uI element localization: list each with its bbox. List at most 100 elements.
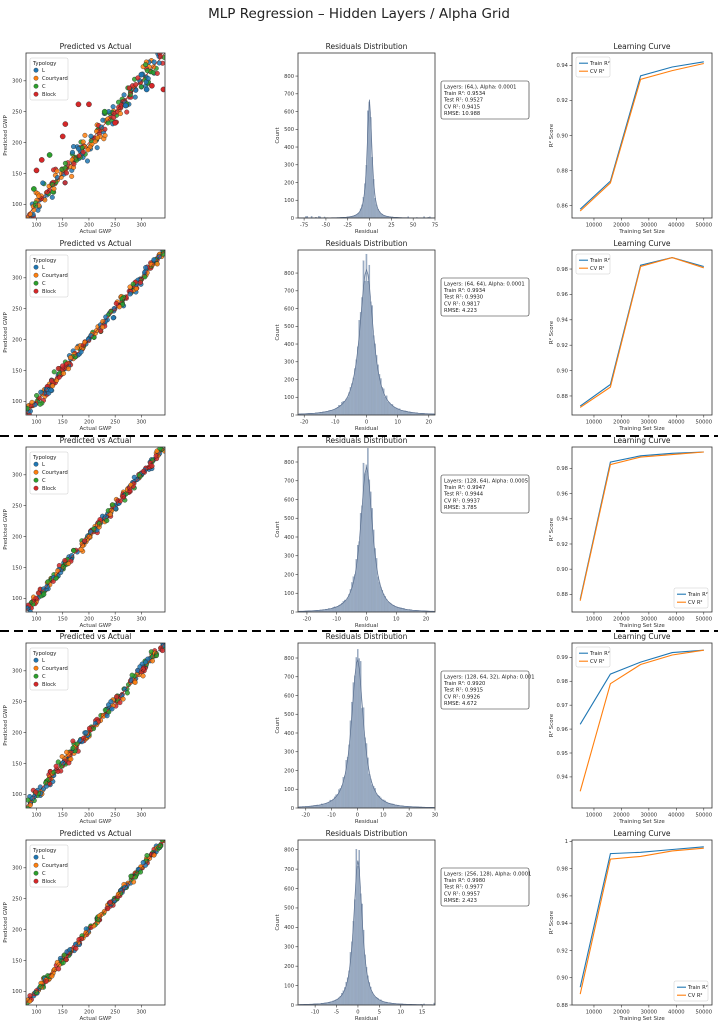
scatter-point-block — [71, 161, 77, 167]
legend-title: Typology — [32, 455, 56, 461]
subplot-title: Residuals Distribution — [326, 239, 408, 248]
x-tick-label: 100 — [32, 1010, 42, 1016]
subplot-title: Residuals Distribution — [326, 42, 408, 51]
histogram-bar — [375, 793, 378, 809]
legend-marker-c — [33, 280, 39, 286]
scatter-point-l — [162, 638, 167, 643]
scatter-point-c — [51, 770, 57, 775]
histogram-bar — [384, 596, 386, 613]
scatter-point-l — [122, 686, 128, 692]
histogram-bar — [378, 999, 381, 1006]
legend-entry: C — [42, 478, 46, 484]
annotation-line: Train R²: 0.9534 — [443, 91, 486, 97]
y-tick-label: 400 — [284, 342, 294, 348]
histogram-bar — [368, 773, 371, 809]
histogram-bar — [318, 805, 320, 809]
x-tick-label: 40000 — [668, 813, 685, 819]
x-tick-label: 10000 — [586, 813, 603, 819]
x-tick-label: -10 — [332, 617, 340, 623]
y-tick-label: 700 — [284, 479, 294, 485]
x-tick-label: 0 — [365, 617, 368, 623]
x-tick-label: 200 — [84, 813, 94, 819]
scatter-point-l — [145, 76, 151, 82]
x-tick-label: 30000 — [641, 813, 658, 819]
y-axis-label: Predicted GWP — [3, 312, 9, 353]
y-tick-label: 200 — [284, 964, 294, 970]
y-tick-label: 200 — [12, 927, 22, 933]
scatter-point-courtyard — [50, 383, 56, 389]
scatter-point-block — [141, 468, 146, 474]
y-tick-label: 150 — [12, 958, 22, 964]
legend-entry: L — [42, 855, 45, 861]
histogram-bar — [371, 784, 373, 809]
scatter-point-c — [105, 120, 111, 126]
scatter-point-l — [83, 730, 89, 736]
x-tick-label: 5 — [378, 1010, 381, 1016]
y-tick-label: 0 — [291, 610, 294, 616]
y-tick-label: 800 — [284, 656, 294, 662]
x-tick-label: 10 — [393, 617, 400, 623]
identity-line-shadow — [26, 447, 165, 611]
legend-marker-c — [33, 673, 39, 679]
scatter-point-courtyard — [82, 132, 88, 138]
scatter-point-block — [117, 700, 123, 706]
scatter-point-c — [143, 62, 149, 68]
y-tick-label: 150 — [12, 171, 22, 177]
scatter-point-courtyard — [132, 679, 138, 685]
scatter-point-courtyard — [54, 168, 60, 174]
histogram-bar — [381, 387, 384, 416]
scatter-point-l — [76, 146, 81, 152]
histogram-bar — [335, 408, 337, 416]
annotation-line: Test R²: 0.9930 — [443, 295, 483, 301]
x-tick-label: 150 — [58, 420, 68, 426]
scatter-point-block — [124, 109, 130, 115]
annotation-line: Test R²: 0.9527 — [443, 98, 483, 104]
identity-line-shadow — [26, 53, 165, 217]
y-axis-label: R² Score — [548, 123, 555, 147]
histogram-bar — [377, 576, 379, 613]
scatter-point-courtyard — [100, 319, 106, 325]
histogram-bar — [323, 411, 326, 416]
scatter-point-l — [151, 59, 157, 65]
x-axis-label: Actual GWP — [80, 623, 113, 629]
series-line-cv — [579, 451, 704, 601]
y-tick-label: 0.88 — [556, 168, 568, 174]
histogram-bar — [344, 775, 346, 809]
histogram-bar — [348, 594, 350, 613]
x-axis-label: Residual — [355, 819, 379, 825]
y-tick-label: 700 — [284, 289, 294, 295]
scatter-point-block — [98, 328, 104, 334]
x-tick-label: 30000 — [641, 617, 658, 623]
y-tick-label: 200 — [284, 377, 294, 383]
annotation-line: RMSE: 2.423 — [444, 898, 477, 904]
x-tick-label: 30000 — [641, 223, 658, 229]
legend-box — [29, 647, 69, 691]
annotation-line: CV R²: 0.9957 — [444, 891, 480, 897]
annotation-box — [440, 474, 530, 514]
x-tick-label: 0 — [368, 223, 371, 229]
y-tick-label: 100 — [284, 395, 294, 401]
axes-frame — [297, 642, 436, 809]
y-tick-label: 0.90 — [556, 567, 568, 573]
histogram-bar — [387, 803, 389, 809]
scatter-point-l — [49, 194, 55, 200]
scatter-point-courtyard — [65, 561, 71, 566]
residuals-histogram: Residuals Distribution Residual Count -20 -1… — [275, 436, 530, 629]
histogram-bar — [394, 407, 397, 416]
y-tick-label: 600 — [284, 306, 294, 312]
x-tick-label: 200 — [84, 617, 94, 623]
y-tick-label: 300 — [12, 669, 22, 675]
legend-box — [575, 56, 611, 78]
axes-frame — [25, 839, 166, 1006]
x-axis-label: Actual GWP — [80, 229, 113, 235]
y-tick-label: 150 — [12, 565, 22, 571]
y-tick-label: 1 — [565, 839, 568, 845]
legend-entry: CV R² — [688, 993, 703, 999]
y-tick-label: 100 — [12, 989, 22, 995]
x-tick-label: 250 — [110, 420, 120, 426]
scatter-point-courtyard — [120, 696, 126, 702]
scatter-point-c — [138, 84, 144, 90]
scatter-point-courtyard — [51, 186, 57, 192]
y-tick-label: 250 — [12, 897, 22, 903]
